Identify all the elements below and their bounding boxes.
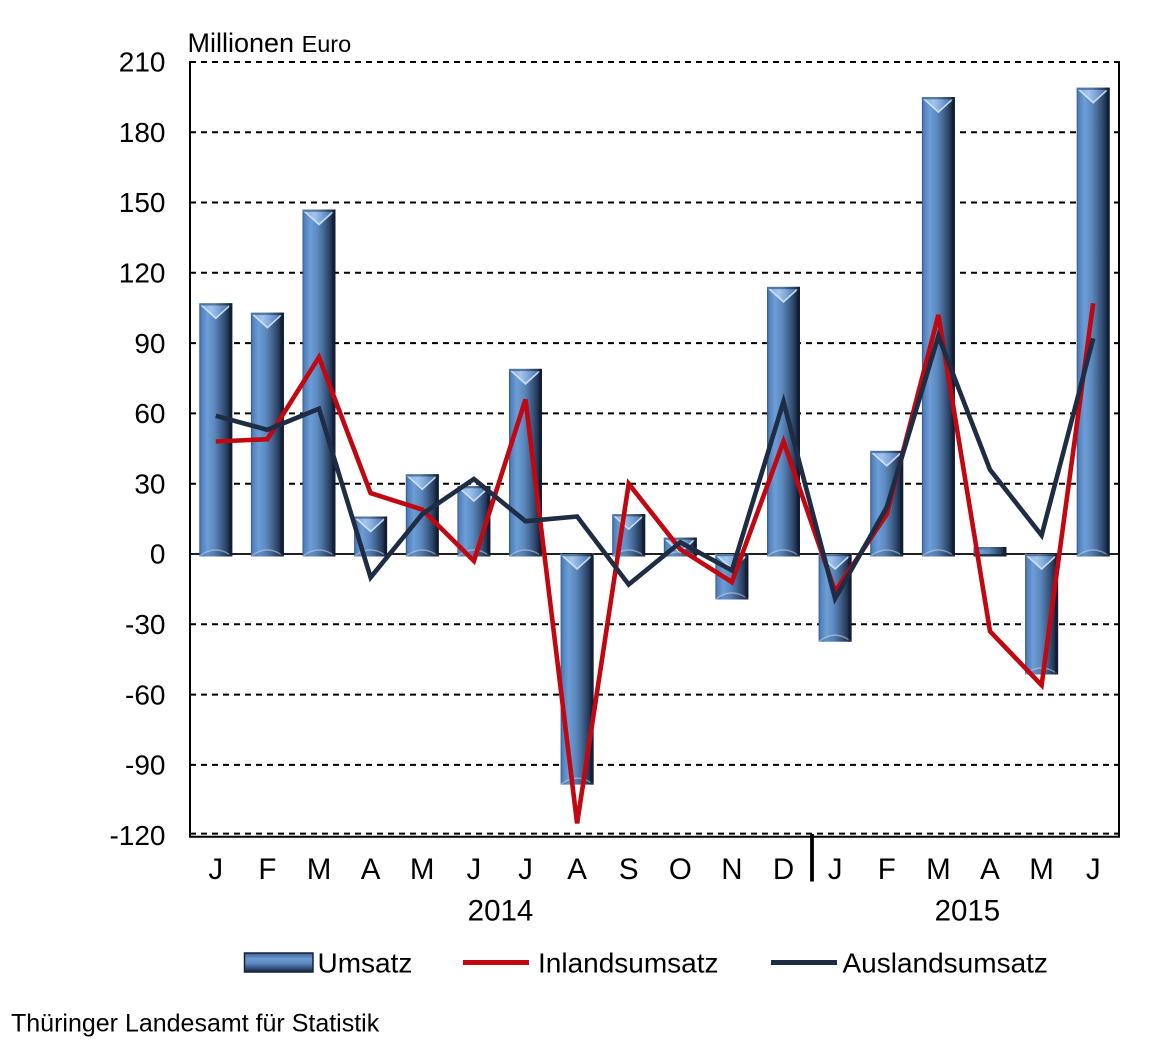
svg-text:O: O [669, 853, 692, 886]
svg-text:M: M [307, 853, 332, 886]
svg-text:J: J [1086, 853, 1101, 886]
svg-text:N: N [721, 853, 742, 886]
svg-text:30: 30 [134, 468, 165, 499]
svg-text:-30: -30 [125, 609, 165, 640]
svg-text:-90: -90 [125, 750, 165, 781]
svg-text:J: J [208, 853, 223, 886]
svg-text:F: F [878, 853, 896, 886]
svg-text:Auslandsumsatz: Auslandsumsatz [843, 948, 1048, 979]
svg-text:S: S [619, 853, 639, 886]
svg-text:90: 90 [134, 328, 165, 359]
svg-text:0: 0 [150, 539, 166, 570]
svg-text:M: M [410, 853, 435, 886]
svg-text:Umsatz: Umsatz [318, 948, 413, 979]
svg-text:A: A [361, 853, 381, 886]
svg-text:210: 210 [119, 47, 166, 78]
svg-text:2014: 2014 [468, 895, 534, 928]
svg-text:180: 180 [119, 117, 166, 148]
svg-text:J: J [828, 853, 843, 886]
svg-text:-60: -60 [125, 679, 165, 710]
svg-text:J: J [467, 853, 482, 886]
svg-text:D: D [773, 853, 794, 886]
svg-text:A: A [980, 853, 1000, 886]
svg-text:Inlandsumsatz: Inlandsumsatz [538, 948, 719, 979]
svg-text:150: 150 [119, 187, 166, 218]
svg-text:M: M [1029, 853, 1054, 886]
svg-text:Thüringer Landesamt für Statis: Thüringer Landesamt für Statistik [11, 1010, 380, 1038]
svg-text:60: 60 [134, 398, 165, 429]
svg-text:120: 120 [119, 258, 166, 289]
svg-text:A: A [567, 853, 587, 886]
svg-text:-120: -120 [109, 820, 165, 851]
svg-text:J: J [518, 853, 533, 886]
svg-text:2015: 2015 [935, 895, 1001, 928]
svg-text:M: M [926, 853, 951, 886]
svg-text:Millionen Euro: Millionen Euro [188, 28, 352, 58]
svg-text:F: F [258, 853, 276, 886]
